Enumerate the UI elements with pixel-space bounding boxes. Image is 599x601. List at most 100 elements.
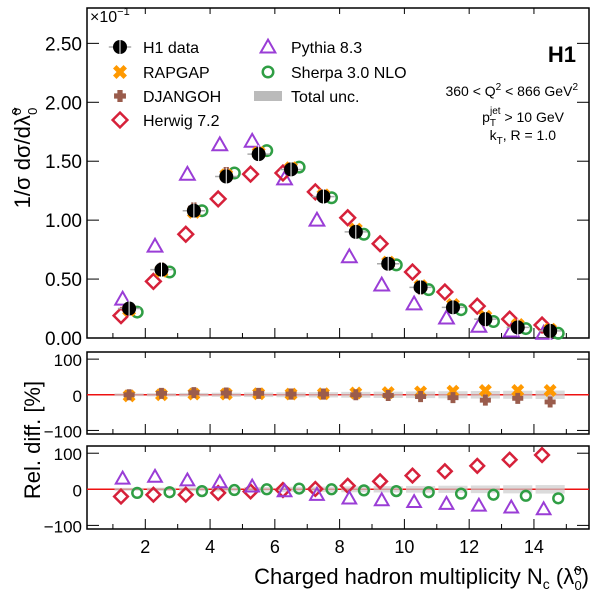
r1-rapgap-point-11 <box>478 384 492 397</box>
x-tick-label-2: 6 <box>270 537 280 557</box>
main-herwig-7-2-point-4 <box>241 165 260 184</box>
scale-factor-label: ×10−1 <box>90 6 130 26</box>
r1-unc-band-13 <box>535 390 565 399</box>
ratio-y-axis-label: Rel. diff. [%] <box>20 381 45 499</box>
r2-sherpa-3-0-nlo-point-11 <box>487 488 500 501</box>
x-tick-label-3: 8 <box>335 537 345 557</box>
main-herwig-7-2-point-2 <box>176 225 195 244</box>
main-herwig-7-2-point-7 <box>338 208 357 227</box>
main-pythia-8-3-point-10 <box>437 308 456 325</box>
r2-unc-band-13 <box>535 485 565 494</box>
r2-pythia-8-3-point-9 <box>405 493 423 509</box>
main-pythia-8-3-point-2 <box>178 164 197 181</box>
r1-djangoh-point-4 <box>253 387 265 399</box>
r2-herwig-7-2-point-8 <box>371 472 389 490</box>
legend-marker-5 <box>261 65 275 79</box>
r2-unc-band-11 <box>470 485 500 494</box>
r1-djangoh-point-6 <box>317 388 329 400</box>
r2-sherpa-3-0-nlo-point-4 <box>260 483 273 496</box>
r2-unc-band-2 <box>179 487 209 492</box>
r2-pythia-8-3-point-10 <box>437 494 456 510</box>
algorithm-annotation: kT, R = 1.0 <box>490 127 557 147</box>
r1-djangoh-point-1 <box>155 387 168 399</box>
r2-herwig-7-2-point-10 <box>436 462 454 480</box>
main-pythia-8-3-point-4 <box>243 131 262 148</box>
main-herwig-7-2-point-9 <box>403 262 422 282</box>
main-herwig-7-2-point-8 <box>370 234 390 253</box>
r2-sherpa-3-0-nlo-point-3 <box>228 483 241 497</box>
experiment-label: H1 <box>548 42 576 67</box>
r2-pythia-8-3-point-5 <box>276 482 294 498</box>
x-tick-label-0: 2 <box>140 537 150 557</box>
r2-sherpa-3-0-nlo-point-9 <box>422 486 435 499</box>
r1-djangoh-point-7 <box>350 389 362 401</box>
main-plot-frame <box>86 7 590 339</box>
r2-sherpa-3-0-nlo-point-1 <box>163 486 176 499</box>
legend-label-5: Sherpa 3.0 NLO <box>291 65 407 82</box>
r2-unc-band-10 <box>438 485 468 493</box>
pt-annotation: pTjet > 10 GeV <box>482 106 565 129</box>
legend-marker-3 <box>110 110 130 130</box>
r2-pythia-8-3-point-7 <box>340 489 358 505</box>
r2-pythia-8-3-point-13 <box>535 500 553 516</box>
main-herwig-7-2-point-13 <box>532 315 552 335</box>
r1-rapgap-point-13 <box>543 384 557 397</box>
r2-herwig-7-2-point-13 <box>533 446 551 464</box>
r2-pythia-8-3-point-2 <box>178 471 196 487</box>
ratio1-ytick-label-2: 100 <box>54 351 82 370</box>
x-tick-label-4: 10 <box>394 537 414 557</box>
r2-sherpa-3-0-nlo-point-12 <box>519 489 532 502</box>
main-y-axis-label: 1/σ dσ/dλ̃00 <box>9 107 40 208</box>
main-pythia-8-3-point-0 <box>113 289 132 306</box>
r1-djangoh-point-0 <box>123 389 135 401</box>
main-pythia-8-3-point-9 <box>405 294 424 311</box>
r2-herwig-7-2-point-1 <box>144 486 162 504</box>
main-ytick-label-1: 0.50 <box>45 270 82 291</box>
main-ytick-label-3: 1.50 <box>45 152 82 173</box>
r2-unc-band-8 <box>373 486 403 493</box>
r2-sherpa-3-0-nlo-point-13 <box>552 492 565 505</box>
r2-unc-band-12 <box>503 485 533 494</box>
main-ytick-label-5: 2.50 <box>45 34 82 55</box>
r2-unc-band-9 <box>406 485 436 493</box>
main-pythia-8-3-point-6 <box>307 210 327 227</box>
x-tick-label-1: 4 <box>205 537 215 557</box>
main-ytick-label-2: 1.00 <box>45 211 82 232</box>
r2-pythia-8-3-point-0 <box>114 469 132 485</box>
r2-sherpa-3-0-nlo-point-6 <box>325 483 338 496</box>
main-herwig-7-2-point-12 <box>500 310 519 329</box>
r1-djangoh-point-13 <box>544 396 556 408</box>
ratio2-ytick-label-2: 100 <box>54 445 82 464</box>
main-pythia-8-3-point-3 <box>210 135 229 152</box>
r1-rapgap-point-10 <box>446 384 460 398</box>
main-herwig-7-2-point-1 <box>144 272 163 291</box>
r2-herwig-7-2-point-3 <box>209 484 227 502</box>
ratio1-ytick-label-0: −100 <box>44 422 82 441</box>
r2-pythia-8-3-point-11 <box>470 496 488 512</box>
r2-herwig-7-2-point-0 <box>112 487 130 506</box>
legend: H1 data RAPGAP DJANGOH Herwig 7.2 Pythia 8.3… <box>108 37 407 130</box>
r1-djangoh-point-11 <box>479 394 491 406</box>
ratio-1-plot-frame <box>86 351 590 435</box>
ratio-2-plot-frame <box>86 445 590 530</box>
ticks-layer: 0.00 0.50 1.00 1.50 2.00 2.50 −100 0 100 −100 0 100… <box>44 8 589 557</box>
r1-rapgap-point-12 <box>511 384 525 397</box>
r2-herwig-7-2-point-12 <box>501 451 519 469</box>
legend-marker-6 <box>254 91 282 101</box>
legend-label-4: Pythia 8.3 <box>291 40 362 57</box>
r1-djangoh-point-10 <box>447 392 459 404</box>
legend-label-6: Total unc. <box>291 89 359 106</box>
r2-herwig-7-2-point-6 <box>306 480 324 498</box>
r2-herwig-7-2-point-2 <box>177 486 195 504</box>
r1-djangoh-point-5 <box>285 388 297 400</box>
r1-djangoh-point-8 <box>382 389 394 402</box>
main-pythia-8-3-point-7 <box>340 247 359 264</box>
main-pythia-8-3-point-8 <box>372 275 391 292</box>
main-herwig-7-2-point-10 <box>435 282 454 302</box>
r2-unc-band-7 <box>341 486 371 493</box>
ratio2-ytick-label-1: 0 <box>73 481 82 500</box>
main-ytick-label-0: 0.00 <box>45 329 82 350</box>
r2-sherpa-3-0-nlo-point-5 <box>293 482 306 495</box>
data-marks-layer <box>111 131 565 516</box>
